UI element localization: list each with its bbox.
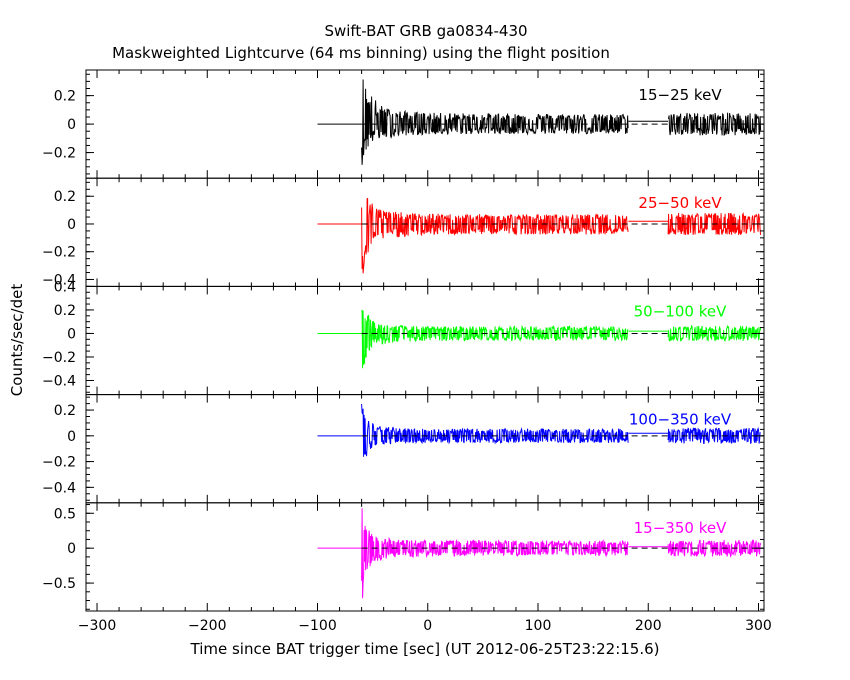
x-tick-label: −300 <box>78 618 116 634</box>
lightcurve-segment-1 <box>361 403 629 457</box>
x-tick-label: 100 <box>525 618 552 634</box>
band-label: 100−350 keV <box>629 411 732 429</box>
y-tick-label: 0.2 <box>54 303 76 319</box>
y-tick-label: 0.2 <box>54 189 76 205</box>
band-label: 15−25 keV <box>638 86 722 104</box>
band-label: 50−100 keV <box>634 302 727 320</box>
y-tick-label: −0.4 <box>42 373 76 389</box>
y-tick-label: −0.2 <box>42 245 76 261</box>
lightcurve-segment-2 <box>667 324 762 342</box>
panels: −0.200.2 15−25 keV−0.4−0.200.2 25−50 keV−0… <box>42 69 765 612</box>
lightcurve-segment-1 <box>361 309 629 369</box>
y-tick-label: −0.2 <box>42 455 76 471</box>
lightcurve-segment-2 <box>667 211 762 236</box>
y-axis-label: Counts/sec/det <box>8 284 26 397</box>
panel-data-5 <box>317 508 764 599</box>
y-tick-label: 0 <box>67 217 76 233</box>
x-axis: −300 −200 −100 0 100 200 300 <box>78 618 772 634</box>
y-tick-label: 0.4 <box>54 279 76 295</box>
x-axis-label: Time since BAT trigger time [sec] (UT 20… <box>190 640 660 658</box>
panel-5: −0.5 0 0.5 15−350 keV <box>42 502 765 612</box>
lightcurve-segment-1 <box>361 79 629 165</box>
chart-title: Swift-BAT GRB ga0834-430 <box>324 22 527 40</box>
x-tick-label: −200 <box>188 618 226 634</box>
panel-data-1 <box>317 79 764 165</box>
y-tick-label: 0 <box>67 117 76 133</box>
y-tick-label: −0.5 <box>42 576 76 592</box>
y-tick-label: 0 <box>67 429 76 445</box>
y-tick-label: 0 <box>67 541 76 557</box>
y-tick-label: −0.2 <box>42 350 76 366</box>
panel-3: −0.4 −0.2 0 0.2 0.4 50−100 keV <box>42 279 765 396</box>
y-tick-label: 0 <box>67 326 76 342</box>
panel-data-3 <box>317 309 764 369</box>
y-tick-label: −0.4 <box>42 272 76 288</box>
lightcurve-segment-1 <box>361 197 629 274</box>
y-tick-label: −0.2 <box>42 146 76 162</box>
band-label: 15−350 keV <box>634 519 727 537</box>
panel-data-4 <box>317 403 764 457</box>
lightcurve-segment-2 <box>668 112 762 136</box>
y-tick-label: 0.2 <box>54 89 76 105</box>
x-tick-label: 200 <box>635 618 662 634</box>
lightcurve-segment-2 <box>667 427 761 445</box>
panel-1: −0.2 0 0.2 15−25 keV <box>42 69 765 179</box>
lightcurve-segment-2 <box>667 539 762 558</box>
x-tick-label: −100 <box>298 618 336 634</box>
band-label: 25−50 keV <box>638 194 722 212</box>
panel-4: −0.4 −0.2 0 0.2 100−350 keV <box>42 394 765 504</box>
x-tick-label: 0 <box>423 618 432 634</box>
x-tick-label: 300 <box>745 618 772 634</box>
y-tick-label: 0.2 <box>54 403 76 419</box>
lightcurve-segment-1 <box>361 508 629 599</box>
panel-2: −0.4 −0.2 0 0.2 25−50 keV <box>42 177 765 288</box>
y-tick-label: −0.4 <box>42 480 76 496</box>
panel-data-2 <box>317 197 764 274</box>
chart-subtitle: Maskweighted Lightcurve (64 ms binning) … <box>112 44 610 62</box>
y-tick-label: 0.5 <box>54 506 76 522</box>
